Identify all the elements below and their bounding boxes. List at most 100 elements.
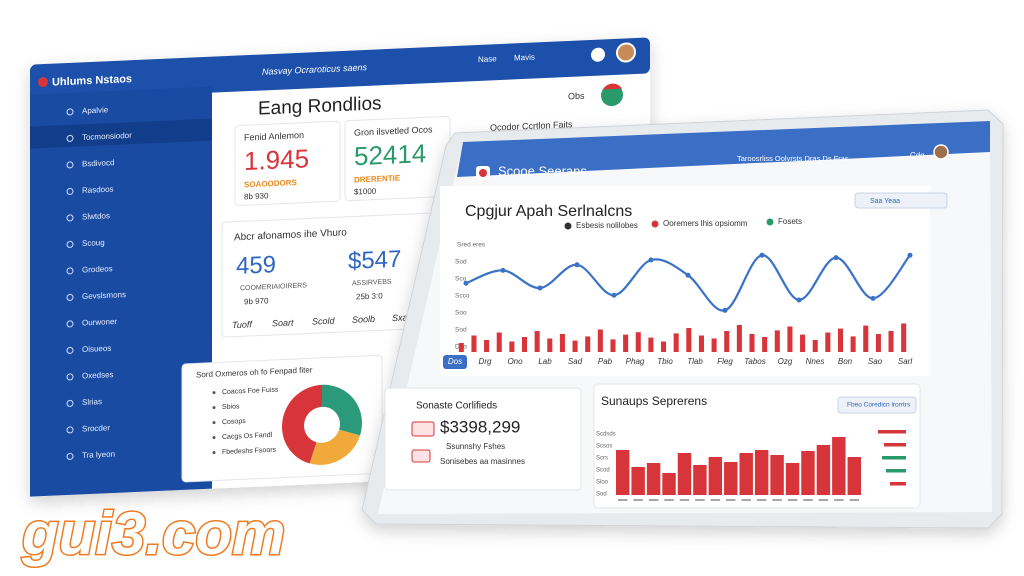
legend-dot (212, 391, 216, 395)
y-label: Scrs (596, 456, 608, 462)
y-label: Scsos (596, 444, 612, 450)
legend-swatch (766, 218, 774, 226)
sidebar-icon (66, 134, 74, 142)
bar (711, 338, 717, 352)
mini-bar (886, 469, 906, 473)
brand: Uhlums Nstaos (52, 73, 132, 89)
bar (749, 334, 755, 352)
x-label: Nnes (806, 357, 825, 366)
sidebar-item: Slrias (82, 397, 102, 407)
bar (496, 332, 502, 352)
status-dot (601, 84, 623, 107)
kpi-label: Fenid Anlemon (244, 130, 304, 143)
y-label: Scco (455, 293, 470, 300)
bar-card-button: Fbeo Coredicn lrorrtrs (847, 402, 911, 409)
sidebar-icon (66, 399, 74, 407)
dropdown[interactable] (854, 192, 948, 209)
x-label: Tabos (744, 357, 766, 366)
line-point (907, 252, 913, 258)
bar (673, 333, 679, 352)
sidebar-icon (66, 426, 74, 434)
summary-note: 25b 3:0 (356, 291, 383, 301)
donut-legend: Sbios (222, 403, 240, 411)
watermark: gui3.com (21, 500, 285, 567)
x-label: Bon (838, 357, 853, 366)
x-label: Sao (868, 357, 883, 366)
summary-line: Ssunnshy Fshes (446, 442, 505, 451)
bar (572, 340, 578, 352)
bar (648, 337, 654, 352)
bar (521, 337, 528, 352)
y-label: Sco (455, 276, 467, 283)
mini-bar (890, 482, 906, 486)
y-label: Soo (455, 310, 467, 317)
y-label: Sod (455, 327, 467, 334)
line-point (796, 297, 802, 303)
user: Cdg (910, 151, 925, 160)
summary-value: 459 (236, 251, 276, 280)
mini-bar (882, 456, 906, 460)
bar (708, 457, 723, 495)
sidebar-icon (66, 346, 74, 354)
line-point (537, 285, 543, 291)
bar (610, 339, 616, 352)
summary-note: 9b 970 (244, 296, 269, 306)
line-point (833, 255, 839, 261)
bar (559, 334, 565, 352)
top-link: Nase (478, 54, 497, 64)
bar (800, 334, 806, 352)
line-point (463, 280, 469, 286)
status-dot-half (603, 83, 622, 90)
bar (484, 340, 490, 352)
sidebar (30, 86, 212, 497)
bar (585, 336, 591, 352)
line-point (500, 267, 506, 273)
legend-item: Fosets (778, 217, 802, 226)
app-title: Scooe Seerans (498, 163, 587, 178)
kpi-note: $1000 (354, 187, 377, 197)
summary-line: Sonisebes aa masinnes (440, 457, 525, 466)
watermark: gui3.com (20, 498, 287, 568)
x-label: Lab (538, 357, 552, 366)
bar (739, 453, 753, 495)
sidebar-icon (66, 161, 74, 169)
bar (888, 331, 894, 352)
kpi-note: 8b 930 (244, 191, 269, 201)
bar (837, 328, 844, 352)
card-button[interactable] (837, 396, 917, 414)
bar (471, 335, 477, 352)
donut-slice (322, 384, 362, 436)
x-label: Tbio (657, 357, 673, 366)
kpi-value: 52414 (354, 138, 426, 171)
bar (458, 343, 464, 352)
nav-title: Nasvay Ocraroticus saens (262, 62, 367, 77)
line-point (648, 257, 654, 263)
y-label: Sod (596, 492, 607, 498)
bar (724, 331, 730, 352)
x-label: Drg (479, 357, 492, 366)
donut-legend: Fbedeshs Fsoors (222, 447, 277, 456)
bar (509, 341, 515, 352)
summary-column: Scold (312, 316, 335, 327)
bar (863, 325, 869, 352)
sidebar-icon (66, 267, 74, 275)
legend-dot (212, 436, 216, 440)
sidebar-item: Apalvie (82, 105, 109, 115)
card-icon (411, 449, 431, 463)
x-label: Ozg (778, 357, 793, 366)
line-point (870, 295, 876, 301)
bar (736, 325, 742, 352)
bar (623, 334, 629, 352)
x-label: Pab (598, 357, 613, 366)
front-tablet: Scooe Seerans Taroosrliss Oolvrsts Dras D… (361, 109, 1004, 529)
sidebar-icon (66, 373, 74, 381)
dropdown-text: Saa Yeaa (870, 198, 900, 205)
summary-column: Sxab (392, 312, 413, 323)
x-label-active (443, 355, 467, 369)
icon (591, 47, 605, 62)
sidebar-item: Ourwoner (82, 317, 117, 328)
search: Obs (568, 91, 585, 102)
mini-bar (884, 443, 906, 447)
avatar (616, 42, 636, 63)
